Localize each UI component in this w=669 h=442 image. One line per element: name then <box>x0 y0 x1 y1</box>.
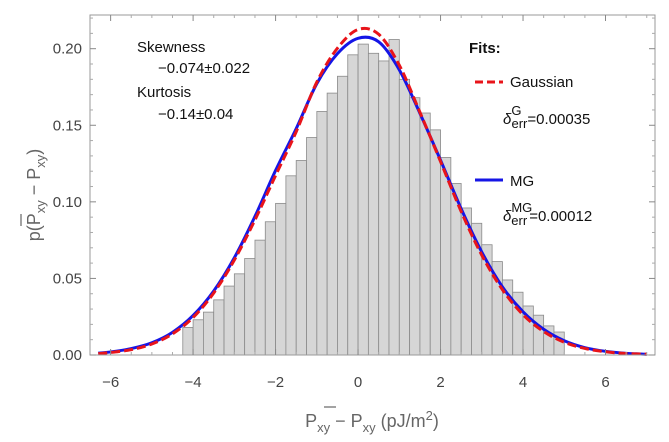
histogram-bar-6 <box>244 258 256 356</box>
gaussian-error-label: δG err=0.00035 <box>503 103 590 131</box>
histogram-bar-17 <box>357 43 369 356</box>
histogram-bar-22 <box>409 97 421 356</box>
legend-mg-label: MG <box>510 173 534 190</box>
x-tick-label-2: −2 <box>267 374 284 391</box>
mg-error-label: δMG err =0.00012 <box>503 200 592 228</box>
y-tick-label-2: 0.10 <box>53 194 82 211</box>
y-tick-label-0: 0.00 <box>53 347 82 364</box>
y-axis-ticks: 0.00 0.05 0.10 0.15 0.20 <box>53 17 655 364</box>
histogram-bar-13 <box>316 111 328 356</box>
histogram-bar-16 <box>347 54 359 356</box>
histogram-bar-7 <box>254 239 266 356</box>
histogram-bar-9 <box>275 202 287 356</box>
histogram-bar-3 <box>213 299 225 356</box>
histogram-bar-19 <box>378 60 390 356</box>
histogram-bar-5 <box>233 273 246 356</box>
histogram-bar-21 <box>398 78 411 356</box>
legend-title: Fits: <box>469 40 501 57</box>
histogram-bar-15 <box>337 75 349 356</box>
histogram-bar-14 <box>326 92 338 356</box>
histogram-bar-18 <box>367 52 380 356</box>
y-tick-label-1: 0.05 <box>53 270 82 287</box>
histogram-bar-20 <box>388 39 400 356</box>
plot-frame <box>89 14 656 356</box>
y-tick-label-4: 0.20 <box>53 41 82 58</box>
legend: Fits: Gaussian δG err=0.00035 MG δMG err =0… <box>469 40 592 228</box>
histogram-bar-4 <box>223 285 235 356</box>
skewness-value: −0.074±0.022 <box>158 60 250 77</box>
x-tick-label-3: 0 <box>354 374 362 391</box>
histogram-bar-10 <box>285 175 297 356</box>
histogram-bars <box>182 39 565 356</box>
histogram-bar-23 <box>419 112 431 356</box>
skewness-label: Skewness <box>137 39 205 56</box>
x-tick-label-5: 4 <box>519 374 527 391</box>
x-axis-title: Pxy − Pxy (pJ/m2) <box>305 408 439 435</box>
x-axis-ticks: −6 −4 −2 0 2 4 6 <box>102 15 648 391</box>
histogram-bar-25 <box>440 157 452 356</box>
histogram-bar-12 <box>306 137 318 356</box>
kurtosis-label: Kurtosis <box>137 84 191 101</box>
histogram-bar-1 <box>192 319 204 356</box>
fit-curves <box>98 26 647 356</box>
histogram-bar-2 <box>203 311 215 356</box>
y-axis-title: p(Pxy − Pxy) <box>24 149 48 242</box>
x-tick-label-1: −4 <box>185 374 202 391</box>
fit-curve-gaussian <box>98 26 647 356</box>
x-tick-label-0: −6 <box>102 374 119 391</box>
x-tick-label-4: 2 <box>436 374 444 391</box>
y-tick-label-3: 0.15 <box>53 117 82 134</box>
histogram-bar-8 <box>264 221 276 356</box>
histogram-bar-0 <box>182 327 194 356</box>
histogram-bar-11 <box>295 160 307 356</box>
kurtosis-value: −0.14±0.04 <box>158 106 233 123</box>
legend-gaussian-label: Gaussian <box>510 74 573 91</box>
x-tick-label-6: 6 <box>601 374 609 391</box>
histogram-bar-24 <box>429 129 441 356</box>
